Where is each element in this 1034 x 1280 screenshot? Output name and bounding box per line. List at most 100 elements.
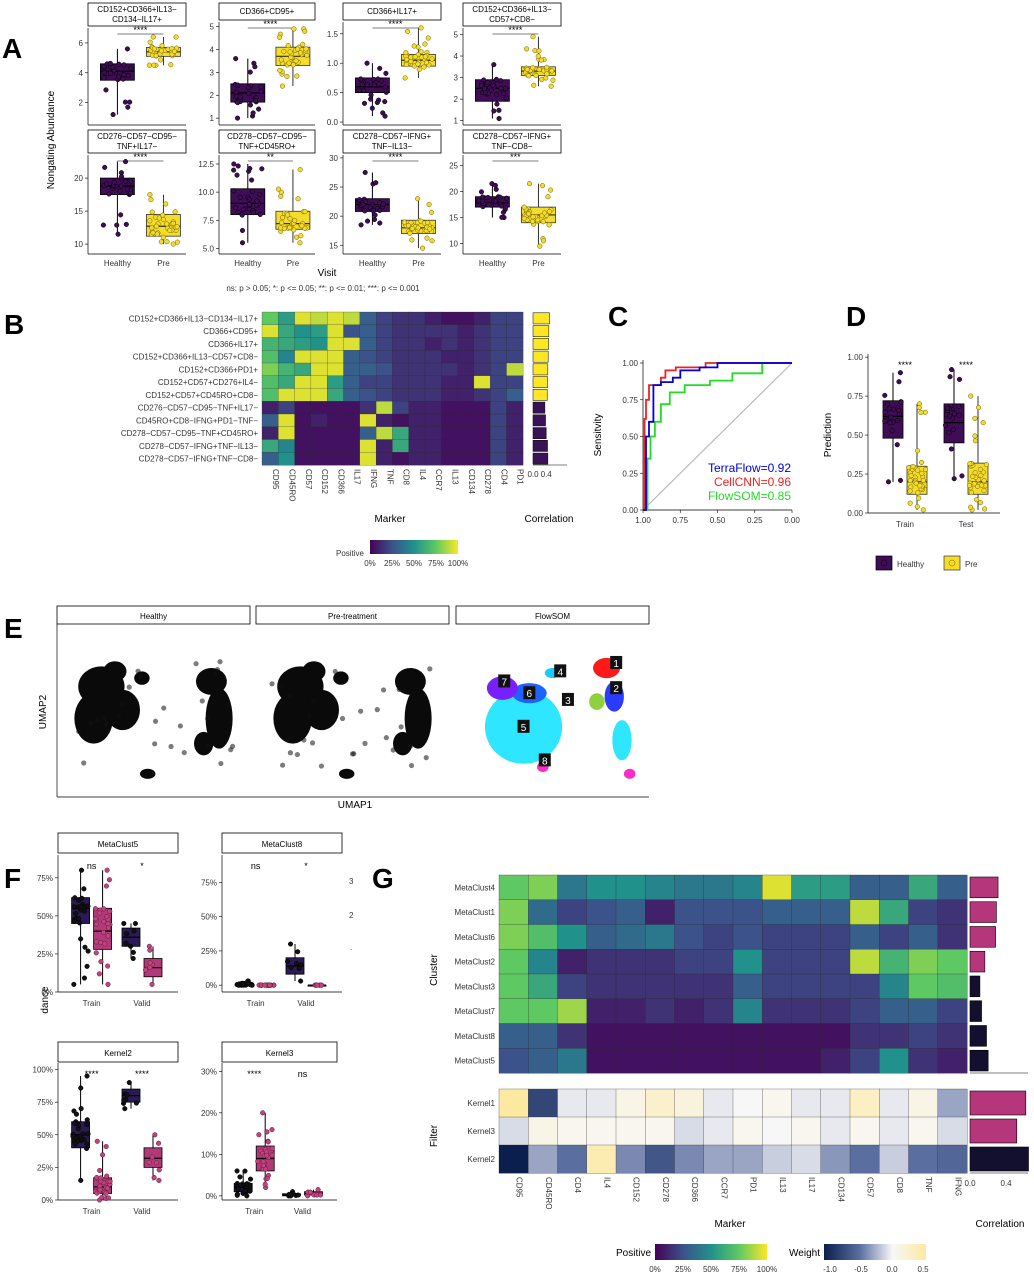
umap-point [137, 674, 143, 680]
heatmap-cell [278, 452, 296, 466]
heatmap-cell [473, 324, 491, 338]
data-point [235, 1186, 241, 1192]
heatmap-cell [441, 413, 459, 428]
data-point [154, 231, 160, 237]
heatmap-cell [359, 350, 377, 364]
heatmap-cell [557, 899, 588, 925]
data-point [97, 1167, 103, 1174]
heatmap-cell [473, 311, 491, 326]
data-point [258, 84, 264, 90]
heatmap-cell [294, 311, 312, 326]
cluster-label-box [498, 674, 511, 688]
data-point [250, 110, 256, 116]
data-point [411, 43, 417, 49]
data-point [124, 186, 130, 192]
box-pre [93, 1138, 113, 1203]
data-point [164, 221, 170, 227]
heatmap-cell [310, 426, 328, 440]
data-point [408, 58, 414, 65]
data-point [234, 1191, 240, 1197]
data-point [246, 201, 252, 207]
panel-c-ylabel: Sensitvity [593, 414, 604, 457]
heatmap-cell [375, 426, 393, 440]
data-point [539, 76, 545, 82]
heatmap-cell [473, 452, 491, 466]
sig-label: **** [133, 25, 148, 35]
heatmap-cell [441, 362, 459, 377]
y-tick-label: 3 [210, 68, 215, 77]
heatmap-cell [392, 388, 410, 402]
roc-line [643, 362, 792, 511]
heatmap-cell [506, 311, 524, 326]
legend-tick-label: 25% [384, 559, 400, 568]
data-point [269, 1145, 275, 1152]
heatmap-cell [343, 375, 361, 389]
correlation-bar [969, 1000, 982, 1022]
heatmap-cell [359, 375, 377, 389]
heatmap-cell [343, 452, 361, 466]
heatmap-cell [310, 350, 328, 364]
data-point [971, 481, 977, 487]
heatmap-cell [506, 401, 524, 415]
y-tick-label: 10 [449, 240, 458, 249]
row-label: CD276−CD57−CD95−TNF+IL17− [138, 404, 259, 413]
data-point [246, 91, 252, 97]
heatmap-cell [408, 413, 426, 428]
facet-strip [87, 129, 187, 154]
panel-g-filter-label: Filter [429, 1124, 440, 1147]
umap-point [287, 750, 294, 756]
data-point [945, 405, 951, 411]
umap-density [74, 693, 113, 744]
data-point [239, 227, 245, 234]
row-label: CD278−CD57−IFNG+TNF−IL13− [139, 442, 258, 451]
panel-a-facet: CD366+CD95+ 1 2 3 4 5 **** [210, 2, 316, 126]
data-point [287, 224, 293, 231]
heatmap-cell [820, 1048, 851, 1074]
data-point [548, 83, 554, 89]
y-tick-label: 1 [454, 117, 459, 126]
heatmap-cell [327, 401, 344, 415]
data-point [111, 179, 117, 185]
data-point [158, 239, 164, 245]
data-point [526, 181, 533, 187]
panel-label-e: E [4, 613, 23, 644]
heatmap-cell [278, 413, 296, 428]
data-point [494, 101, 500, 107]
data-point [291, 26, 297, 32]
x-tick-label: Train [83, 1207, 101, 1216]
data-point [72, 1120, 78, 1126]
data-point [294, 960, 300, 967]
panel-f-facet: MetaClust8 0% 25% 50% 75% Train ns Valid * [201, 832, 343, 1008]
data-point [540, 219, 546, 225]
heatmap-cell [528, 1144, 558, 1174]
data-point [117, 188, 123, 194]
data-point [244, 1181, 250, 1187]
umap-point [168, 743, 174, 750]
data-point [101, 75, 107, 81]
data-point [496, 107, 502, 113]
heatmap-cell [294, 413, 312, 428]
data-point [82, 944, 88, 950]
data-point [258, 88, 264, 94]
data-point [103, 1144, 109, 1150]
data-point [75, 915, 81, 922]
col-label: IL4 [418, 469, 427, 481]
data-point [546, 222, 552, 228]
panel-f-facet: Kernel3 0% 10% 20% 30% Train **** Valid ns [201, 1041, 338, 1216]
data-point [107, 60, 113, 66]
panel-label-f: F [4, 863, 21, 894]
correlation-bar [969, 1049, 989, 1072]
data-point [71, 918, 77, 924]
box-pre [401, 196, 436, 251]
umap-point [423, 755, 429, 761]
y-tick-label: 25 [329, 183, 338, 192]
heatmap-cell [261, 388, 279, 402]
heatmap-cell [441, 439, 459, 453]
data-point [547, 187, 554, 193]
heatmap-cell [375, 413, 393, 428]
heatmap-cell [586, 973, 617, 1000]
data-point [120, 76, 126, 82]
row-label: MetaClust7 [455, 1007, 496, 1016]
heatmap-cell [359, 388, 377, 402]
heatmap-cell [359, 452, 377, 466]
